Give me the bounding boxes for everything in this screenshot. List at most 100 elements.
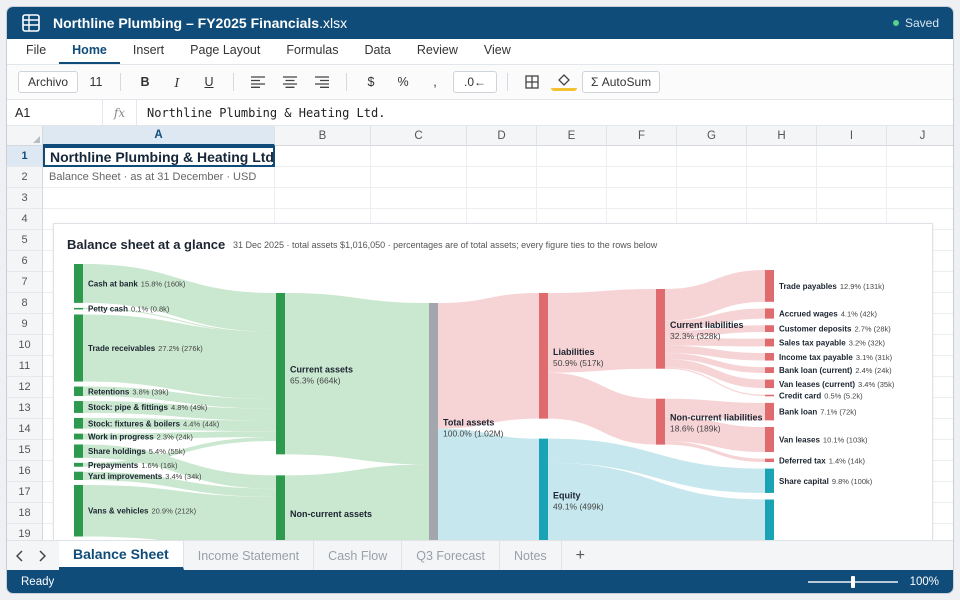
- menu-file[interactable]: File: [26, 43, 47, 57]
- sankey-node-petty[interactable]: [74, 307, 83, 310]
- sankey-link-stkp-ca[interactable]: [83, 401, 276, 421]
- sankey-node-tp[interactable]: [765, 270, 774, 302]
- sankey-node-vl[interactable]: [765, 426, 774, 453]
- bold-button[interactable]: B: [140, 75, 150, 89]
- sankey-link-ncl-bl[interactable]: [665, 398, 765, 421]
- sankey-node-yard[interactable]: [74, 471, 83, 480]
- align-right-button[interactable]: [308, 71, 336, 93]
- column-header-i[interactable]: I: [817, 126, 887, 146]
- row-header-8[interactable]: 8: [7, 293, 43, 314]
- row-header-10[interactable]: 10: [7, 335, 43, 356]
- sankey-node-share[interactable]: [74, 444, 83, 458]
- menu-home[interactable]: Home: [59, 43, 120, 64]
- sankey-node-bl[interactable]: [765, 402, 774, 421]
- sankey-link-share-nca[interactable]: [83, 444, 276, 489]
- sankey-node-cl[interactable]: [656, 289, 665, 369]
- sankey-link-cl-st[interactable]: [665, 337, 765, 347]
- formula-input[interactable]: Northline Plumbing & Heating Ltd.: [147, 105, 386, 120]
- column-header-c[interactable]: C: [371, 126, 467, 146]
- sankey-link-prep-ca[interactable]: [83, 437, 276, 467]
- sankey-link-ncl-vl[interactable]: [665, 416, 765, 453]
- column-header-g[interactable]: G: [677, 126, 747, 146]
- column-header-e[interactable]: E: [537, 126, 607, 146]
- row-header-1[interactable]: 1: [7, 146, 43, 167]
- row-header-14[interactable]: 14: [7, 419, 43, 440]
- sankey-link-cash-ca[interactable]: [83, 264, 276, 332]
- menu-review[interactable]: Review: [416, 43, 458, 57]
- row-header-18[interactable]: 18: [7, 503, 43, 524]
- row-header-4[interactable]: 4: [7, 209, 43, 230]
- row-header-19[interactable]: 19: [7, 524, 43, 540]
- sheet-tab-cash-flow[interactable]: Cash Flow: [314, 541, 403, 570]
- sankey-node-vlc[interactable]: [765, 379, 774, 389]
- sankey-node-aw[interactable]: [765, 308, 774, 319]
- sankey-link-eq-sc[interactable]: [548, 438, 765, 493]
- sankey-chart-card[interactable]: Balance sheet at a glance 31 Dec 2025 · …: [53, 223, 933, 540]
- cell-a2[interactable]: Balance Sheet · as at 31 December · USD: [49, 171, 257, 183]
- name-box[interactable]: A1: [7, 100, 103, 125]
- percent-format-button[interactable]: %: [397, 75, 409, 89]
- zoom-slider[interactable]: [807, 575, 898, 588]
- sankey-link-vans-nca[interactable]: [83, 484, 276, 540]
- sankey-node-eq[interactable]: [539, 438, 548, 540]
- autosum-button[interactable]: Σ AutoSum: [582, 71, 661, 93]
- sankey-link-eq-re[interactable]: [548, 462, 765, 540]
- sankey-link-liab-ncl[interactable]: [548, 372, 656, 445]
- sankey-link-recv-ca[interactable]: [83, 314, 276, 400]
- decrease-decimal-button[interactable]: .0←: [453, 71, 497, 93]
- font-family-select[interactable]: Archivo: [18, 71, 78, 93]
- borders-button[interactable]: [518, 71, 546, 93]
- sankey-link-ca-ta[interactable]: [285, 293, 429, 465]
- prev-sheet-button[interactable]: [11, 541, 29, 570]
- menu-data[interactable]: Data: [364, 43, 391, 57]
- row-header-6[interactable]: 6: [7, 251, 43, 272]
- sankey-link-stkf-ca[interactable]: [83, 417, 276, 432]
- zoom-slider-thumb[interactable]: [850, 575, 855, 588]
- sankey-link-ret-ca[interactable]: [83, 386, 276, 409]
- sheet-tab-balance-sheet[interactable]: Balance Sheet: [59, 541, 184, 570]
- sankey-link-cl-blc[interactable]: [665, 353, 765, 373]
- sankey-node-st[interactable]: [765, 338, 774, 347]
- sankey-node-cc[interactable]: [765, 394, 774, 397]
- row-header-12[interactable]: 12: [7, 377, 43, 398]
- sankey-node-recv[interactable]: [74, 314, 83, 382]
- row-header-2[interactable]: 2: [7, 167, 43, 188]
- sankey-link-ta-liab[interactable]: [438, 293, 539, 429]
- row-header-7[interactable]: 7: [7, 272, 43, 293]
- font-size-select[interactable]: 11: [89, 75, 103, 89]
- cell-grid[interactable]: 19 18 17 16 15 14 13 12 11 10 9 8 7 6 5 4 3 2 1 J I H G F E D C B A …: [7, 126, 953, 540]
- italic-button[interactable]: I: [174, 74, 180, 90]
- sankey-node-stkf[interactable]: [74, 417, 83, 429]
- column-header-f[interactable]: F: [607, 126, 677, 146]
- column-header-a[interactable]: A: [43, 126, 275, 146]
- menu-page-layout[interactable]: Page Layout: [190, 43, 261, 57]
- row-header-17[interactable]: 17: [7, 482, 43, 503]
- sankey-link-nca-ta[interactable]: [285, 464, 429, 540]
- sankey-node-wip[interactable]: [74, 433, 83, 440]
- sankey-node-dt[interactable]: [765, 458, 774, 463]
- sankey-link-cl-cc[interactable]: [665, 367, 765, 396]
- sankey-node-stkp[interactable]: [74, 401, 83, 413]
- sankey-node-ca[interactable]: [276, 293, 285, 455]
- row-header-15[interactable]: 15: [7, 440, 43, 461]
- sankey-node-ncl[interactable]: [656, 398, 665, 445]
- sankey-link-ncl-dt[interactable]: [665, 441, 765, 463]
- menu-view[interactable]: View: [483, 43, 511, 57]
- selected-cell-a1[interactable]: Northline Plumbing & Heating Ltd.: [43, 146, 275, 167]
- row-header-13[interactable]: 13: [7, 398, 43, 419]
- align-left-button[interactable]: [244, 71, 272, 93]
- column-header-h[interactable]: H: [747, 126, 817, 146]
- sankey-link-yard-nca[interactable]: [83, 471, 276, 497]
- sankey-node-cash[interactable]: [74, 264, 83, 303]
- select-all-corner[interactable]: [7, 126, 43, 146]
- sheet-tab-notes[interactable]: Notes: [500, 541, 562, 570]
- sankey-node-nca[interactable]: [276, 475, 285, 540]
- sankey-link-cl-cd[interactable]: [665, 325, 765, 338]
- sankey-node-prep[interactable]: [74, 462, 83, 467]
- menu-formulas[interactable]: Formulas: [286, 43, 339, 57]
- underline-button[interactable]: U: [204, 75, 214, 89]
- row-header-9[interactable]: 9: [7, 314, 43, 335]
- sankey-node-cd[interactable]: [765, 325, 774, 333]
- comma-format-button[interactable]: ,: [433, 75, 437, 89]
- add-sheet-button[interactable]: +: [575, 546, 585, 564]
